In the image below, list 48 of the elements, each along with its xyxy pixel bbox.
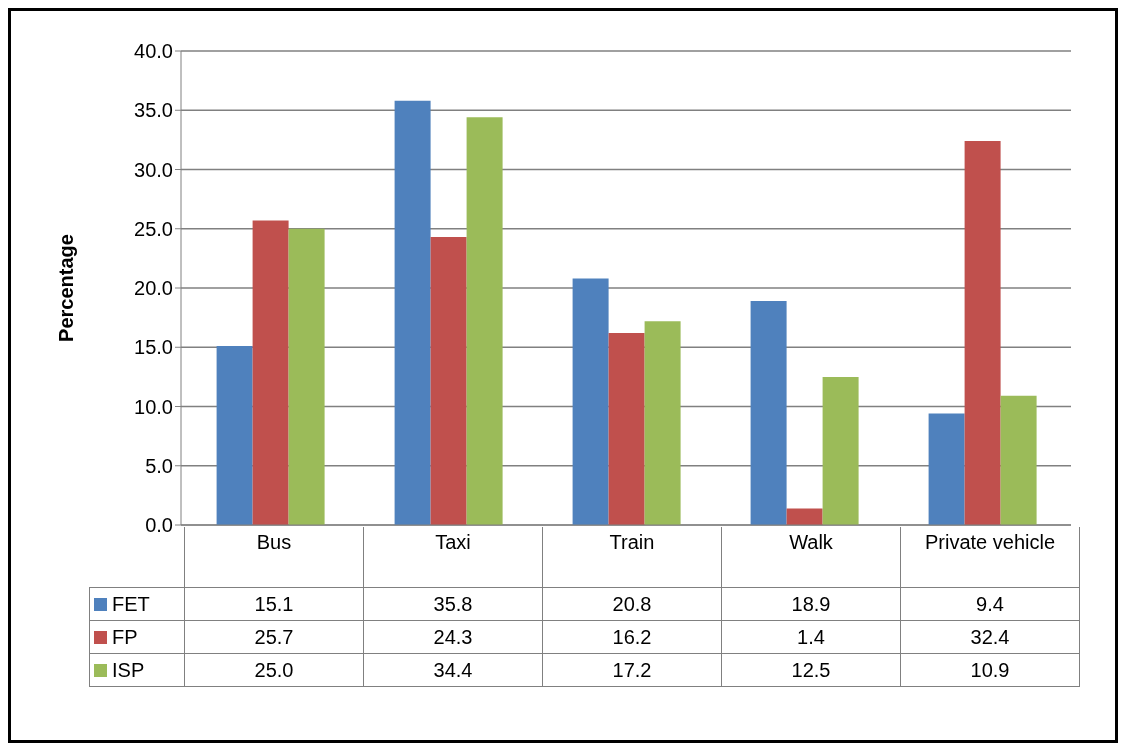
x-tick-label: Private vehicle [900,527,1080,588]
bar [430,237,467,525]
x-tick-label: Bus [184,527,364,588]
bar [1000,395,1037,525]
bar [216,346,253,525]
bar [288,228,325,525]
y-axis-title: Percentage [55,234,78,342]
data-label: 16.2 [542,620,722,654]
legend-label: FET [89,587,185,621]
x-tick-label: Walk [721,527,901,588]
bar [252,220,289,525]
bar [786,508,823,525]
y-tick-label: 30.0 [134,158,173,181]
bar [750,301,787,525]
y-tick-label: 40.0 [134,40,173,63]
data-label: 35.8 [363,587,543,621]
legend-label: ISP [89,653,185,687]
data-label: 34.4 [363,653,543,687]
y-tick-label: 35.0 [134,99,173,122]
x-tick-label: Train [542,527,722,588]
data-label: 12.5 [721,653,901,687]
x-tick-label: Taxi [363,527,543,588]
bar [822,376,859,525]
data-label: 1.4 [721,620,901,654]
bar [928,413,965,525]
data-label: 20.8 [542,587,722,621]
y-tick-label: 0.0 [145,514,173,537]
y-tick-label: 5.0 [145,454,173,477]
y-tick-label: 20.0 [134,277,173,300]
data-label: 17.2 [542,653,722,687]
data-label: 25.0 [184,653,364,687]
data-label: 10.9 [900,653,1080,687]
data-label: 9.4 [900,587,1080,621]
bar [608,333,645,525]
data-label: 15.1 [184,587,364,621]
data-label: 25.7 [184,620,364,654]
legend-label: FP [89,620,185,654]
bar [394,100,431,525]
y-tick-label: 10.0 [134,395,173,418]
data-label: 24.3 [363,620,543,654]
data-label: 18.9 [721,587,901,621]
data-label: 32.4 [900,620,1080,654]
bar [466,117,503,525]
y-tick-label: 15.0 [134,336,173,359]
bar [964,141,1001,525]
y-tick-label: 25.0 [134,217,173,240]
bar [572,278,609,525]
bar [644,321,681,525]
